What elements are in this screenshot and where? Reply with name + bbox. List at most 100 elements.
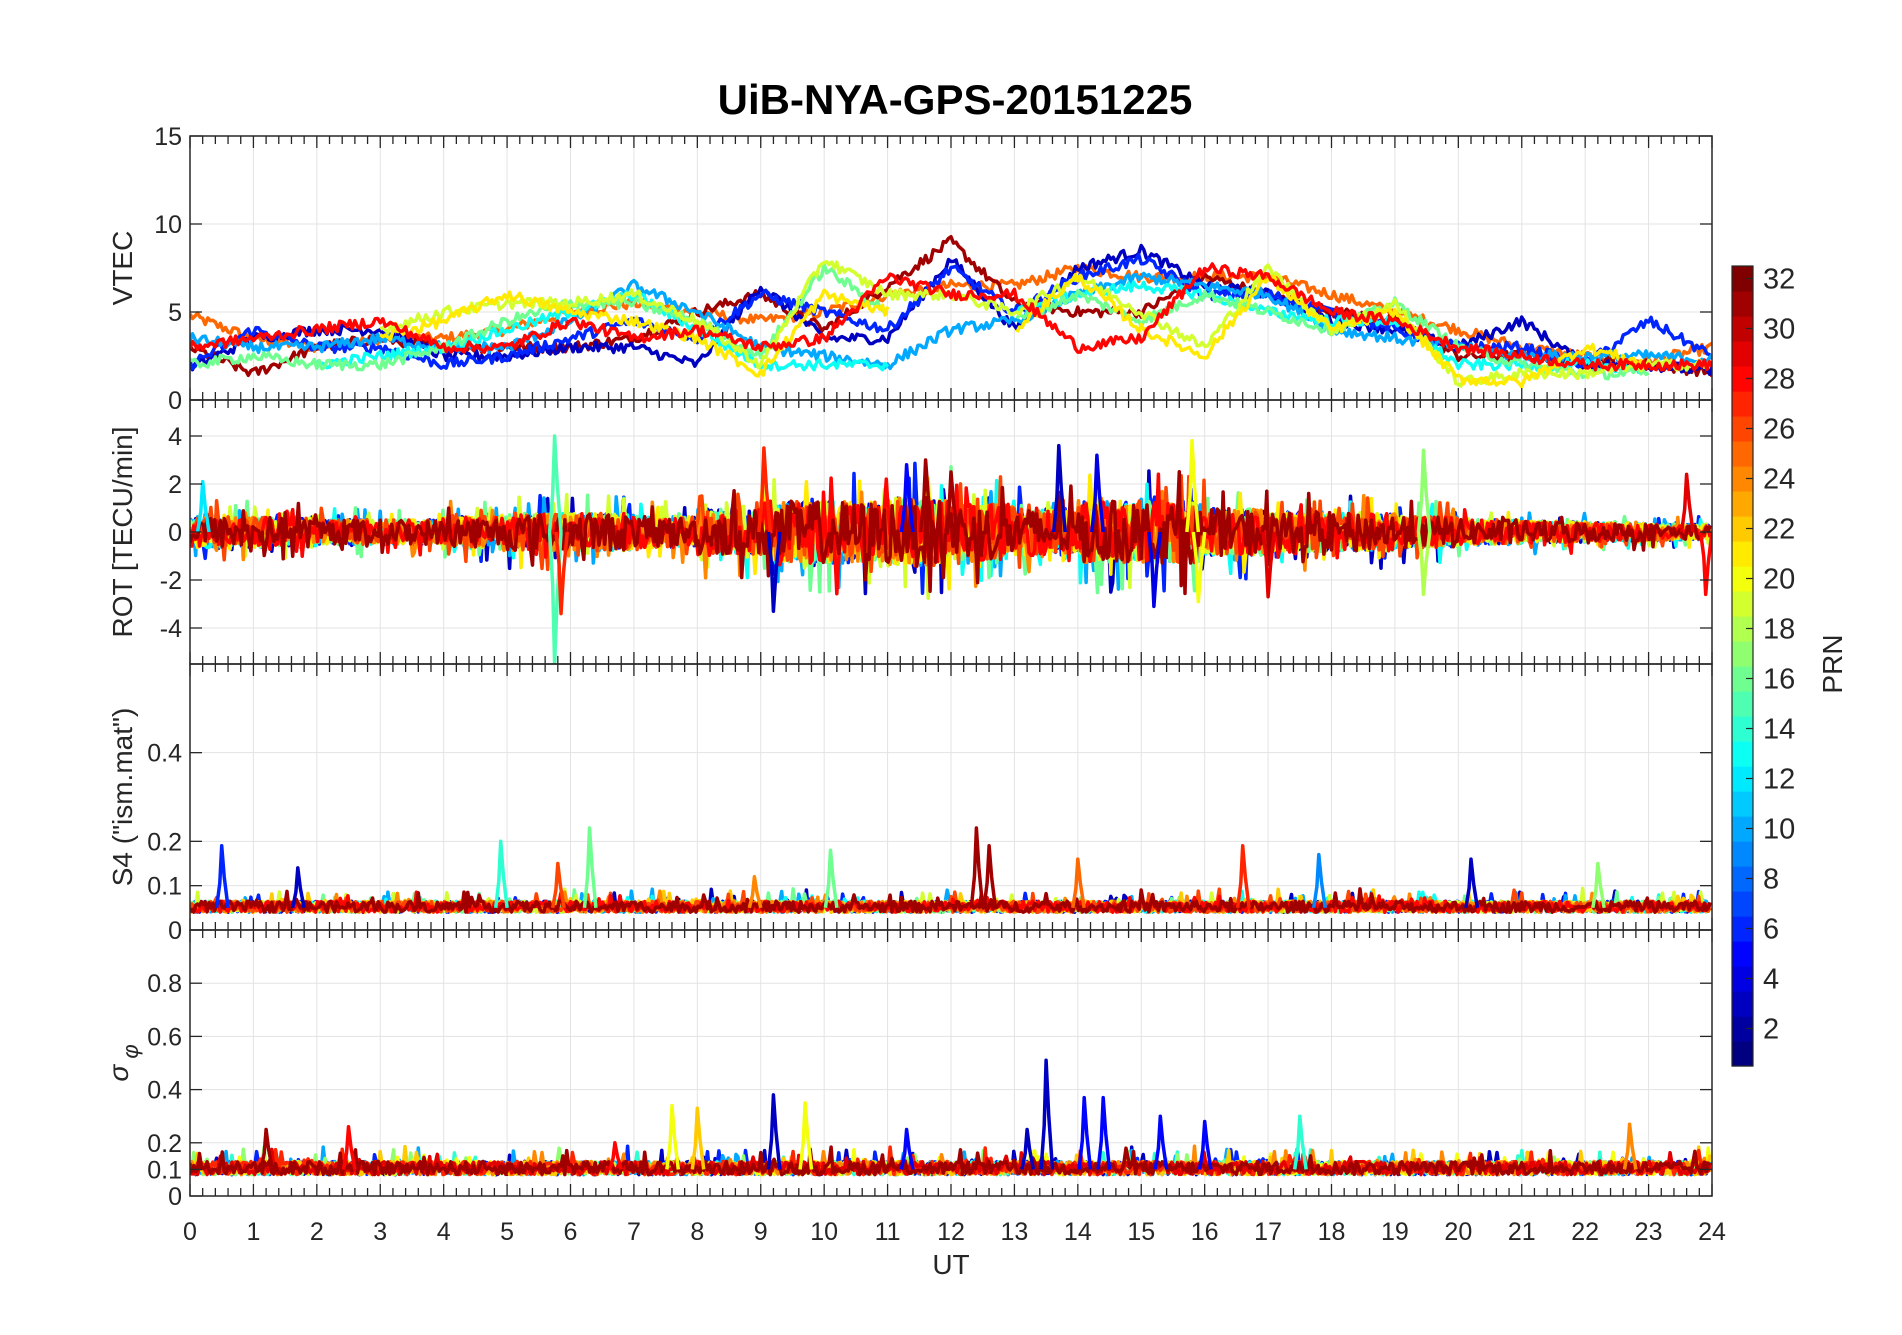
x-tick-label: 14: [1064, 1218, 1092, 1246]
colorbar-band: [1732, 516, 1753, 542]
s4-spike-prn-3: [1464, 857, 1480, 909]
s4-spike-prn-3: [290, 866, 306, 909]
y-tick-label: 0.4: [147, 740, 182, 768]
colorbar-band: [1732, 316, 1753, 342]
rot-spike-prn-28: [1698, 531, 1712, 597]
x-tick-label: 21: [1508, 1218, 1536, 1246]
colorbar-band: [1732, 441, 1753, 467]
x-tick-label: 19: [1381, 1218, 1409, 1246]
y-tick-label: -4: [160, 615, 182, 643]
s4-spike-prn-31: [969, 826, 985, 908]
colorbar-tick-label: 14: [1763, 714, 1795, 746]
y-tick-label: 0: [168, 387, 182, 415]
colorbar-tick-label: 28: [1763, 364, 1795, 396]
colorbar-tick-label: 22: [1763, 514, 1795, 546]
sigma-spike-prn-5: [1096, 1095, 1112, 1170]
sigma-spike-prn-22: [690, 1106, 706, 1170]
x-tick-label: 5: [500, 1218, 514, 1246]
s4-spike-prn-6: [214, 844, 230, 909]
colorbar-band: [1732, 616, 1753, 642]
x-tick-label: 23: [1635, 1218, 1663, 1246]
colorbar-tick-label: 20: [1763, 564, 1795, 596]
series-group: [190, 234, 1712, 389]
s4-spike-prn-16: [823, 848, 839, 909]
colorbar-tick-label: 26: [1763, 414, 1795, 446]
colorbar-tick-label: 30: [1763, 314, 1795, 346]
rot-spike-prn-27: [554, 531, 570, 616]
x-tick-label: 13: [1001, 1218, 1029, 1246]
colorbar-band: [1732, 766, 1753, 792]
vtec-line-prn-21: [1015, 272, 1650, 389]
x-tick-label: 18: [1318, 1218, 1346, 1246]
y-tick-label: 0: [168, 917, 182, 945]
sigma-line-prn-31: [190, 1145, 1712, 1177]
y-tick-label: 15: [154, 123, 182, 151]
y-tick-label: 0: [168, 519, 182, 547]
colorbar-band: [1732, 541, 1753, 567]
s4-spike-prn-25: [1071, 857, 1086, 909]
sigma-spike-prn-28: [341, 1125, 357, 1170]
x-tick-label: 0: [183, 1218, 197, 1246]
x-tick-label: 20: [1444, 1218, 1472, 1246]
rot-spike-prn-17: [1416, 448, 1432, 533]
colorbar-band: [1732, 716, 1753, 742]
colorbar-band: [1732, 741, 1753, 767]
rot-spike-prn-12: [195, 479, 211, 533]
colorbar-band: [1732, 1041, 1753, 1067]
colorbar-tick-label: 8: [1763, 864, 1779, 896]
y-tick-label: 0.4: [147, 1077, 182, 1105]
s4-spike-prn-26: [550, 861, 566, 909]
s4-spike-prn-24: [747, 875, 763, 909]
y-tick-label: 5: [168, 299, 182, 327]
x-tick-labels: 0 1 2 3 4 5 6 7 8 9 10 11 12 13 14 15 16 17 18 19 20 21 22 23 24: [183, 1218, 1726, 1246]
sigma-spike-prn-3: [1039, 1058, 1055, 1170]
sigma-spike-prn-20: [665, 1103, 681, 1170]
panel-rot: -4 -2 0 2 4 ROT [TECU/min]: [107, 399, 1713, 665]
colorbar-band: [1732, 366, 1753, 392]
x-tick-label: 4: [437, 1218, 451, 1246]
x-tick-label: 11: [875, 1218, 901, 1246]
s4-spike-prn-17: [1591, 861, 1606, 909]
x-tick-label: 2: [310, 1218, 324, 1246]
x-axis-label: UT: [932, 1249, 969, 1280]
x-tick-label: 16: [1191, 1218, 1219, 1246]
rot-line-prn-31: [190, 469, 1712, 596]
sigma-spike-prn-28: [608, 1141, 623, 1170]
rot-spike-prn-4: [1147, 531, 1163, 609]
x-tick-label: 24: [1698, 1218, 1726, 1246]
rot-spike-prn-31: [918, 458, 934, 533]
rot-spike-prn-29: [1679, 472, 1695, 533]
vtec-line-prn-19: [379, 260, 1712, 388]
colorbar-band: [1732, 566, 1753, 592]
y-tick-label: 0.2: [147, 828, 182, 856]
colorbar-band: [1732, 666, 1753, 692]
rot-spike-prn-31: [944, 470, 960, 533]
sigma-spike-prn-5: [899, 1127, 915, 1170]
x-tick-label: 17: [1254, 1218, 1282, 1246]
vtec-line-prn-28: [190, 262, 1712, 372]
s4-spike-prn-14: [493, 839, 509, 909]
rot-spike-prn-29: [1261, 531, 1277, 599]
y-tick-label: 0.1: [147, 873, 182, 901]
sigma-spike-prn-20: [798, 1101, 814, 1170]
colorbar-band: [1732, 941, 1753, 967]
sigma-spike-prn-24: [1622, 1122, 1638, 1170]
s4-spike-prn-9: [1311, 852, 1327, 909]
sigma-spike-prn-5: [1153, 1114, 1169, 1170]
y-axis-label: σ φ: [103, 1044, 143, 1081]
colorbar-tick-label: 12: [1763, 764, 1795, 796]
colorbar-band: [1732, 791, 1753, 817]
x-tick-label: 8: [690, 1218, 704, 1246]
colorbar-band: [1732, 866, 1753, 892]
rot-spike-prn-4: [1090, 453, 1105, 533]
colorbar-tick-label: 32: [1763, 264, 1795, 296]
panel-vtec: 0 5 10 15 VTEC: [107, 123, 1713, 415]
y-tick-label: 2: [168, 471, 182, 499]
x-tick-label: 9: [754, 1218, 768, 1246]
sigma-spike-prn-3: [766, 1093, 782, 1170]
series-group: [190, 434, 1712, 664]
y-tick-label: 0.1: [147, 1156, 182, 1184]
sigma-spike-prn-31: [259, 1127, 275, 1170]
x-tick-label: 10: [810, 1218, 838, 1246]
